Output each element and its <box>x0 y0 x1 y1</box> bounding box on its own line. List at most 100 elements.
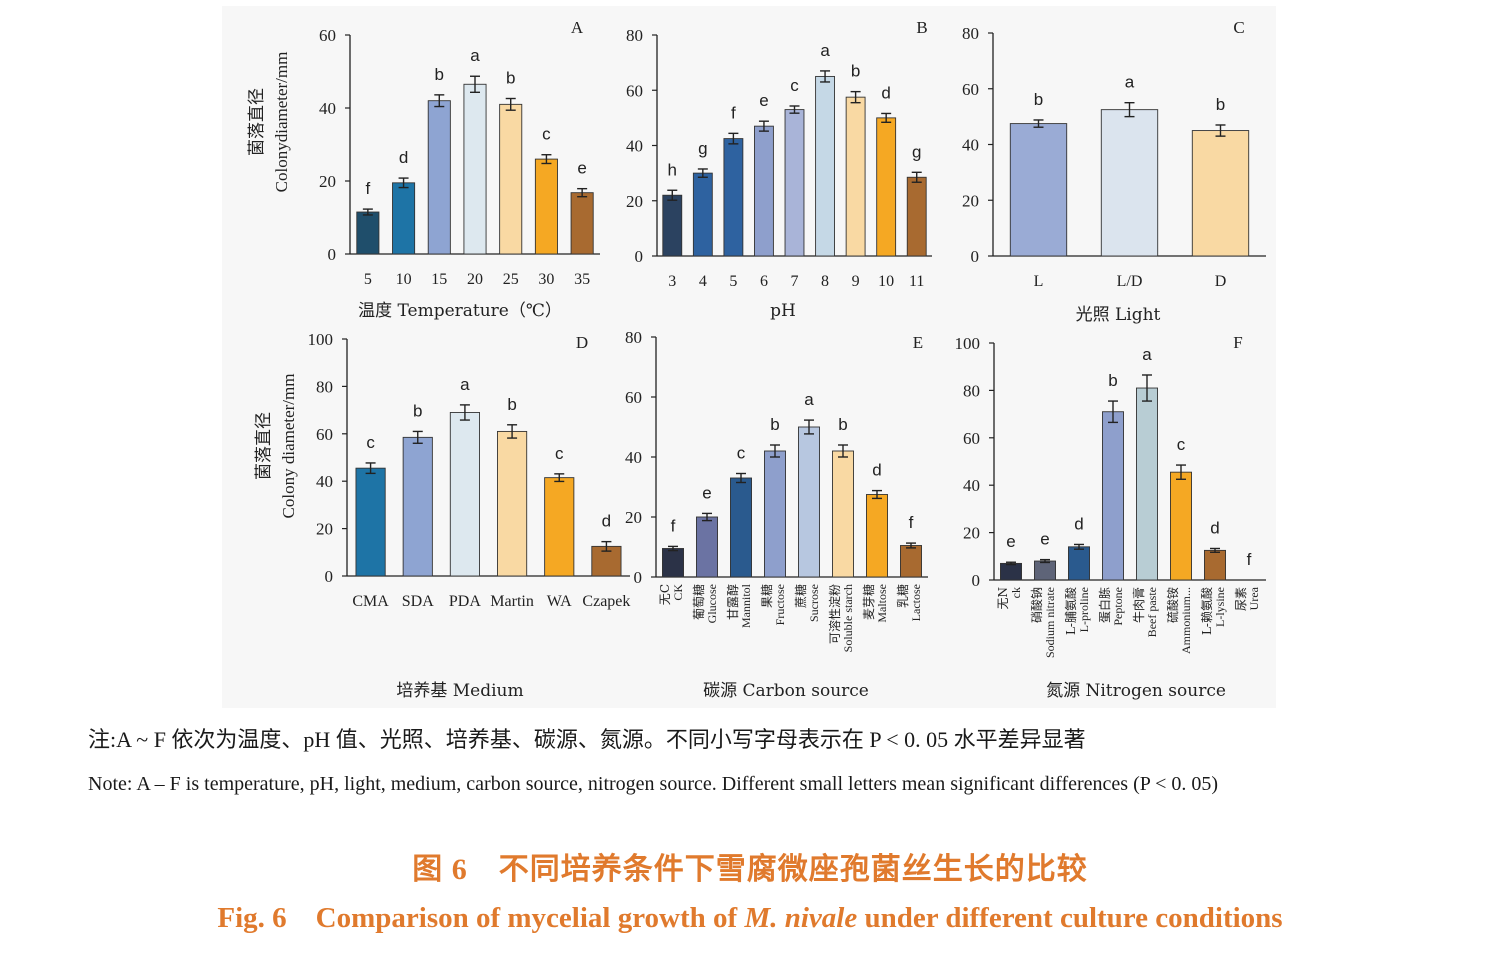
y-tick-label: 0 <box>325 567 334 586</box>
caption-en-species: M. nivale <box>744 902 858 934</box>
significance-letter: d <box>602 512 611 531</box>
bar <box>900 545 922 578</box>
bar <box>402 436 433 577</box>
x-tick-label-zh: L-脯氨酸 <box>1063 587 1078 635</box>
panel-d: 0 20 40 60 80 100 Dc CMA b SDA a PDA b Martin c WA d Czap… <box>254 330 630 701</box>
significance-letter: d <box>1210 518 1219 537</box>
significance-letter: f <box>731 103 736 122</box>
bar <box>906 176 927 257</box>
significance-letter: c <box>1177 435 1186 454</box>
bar <box>815 75 835 257</box>
significance-letter: e <box>577 159 586 178</box>
y-tick-label: 0 <box>971 247 980 266</box>
y-tick-label: 40 <box>962 136 979 155</box>
panel-letter: E <box>913 333 923 352</box>
significance-letter: b <box>1034 90 1043 109</box>
y-tick-label: 80 <box>316 377 333 396</box>
bar <box>764 450 786 578</box>
significance-letter: a <box>820 41 830 60</box>
bar <box>1009 123 1068 257</box>
x-tick-label-en: Sucrose <box>807 584 821 622</box>
bar <box>392 182 416 255</box>
bar <box>662 548 684 578</box>
significance-letter: b <box>838 415 847 434</box>
bar <box>1102 411 1124 581</box>
x-tick-label-zh: 麦芽糖 <box>861 584 876 620</box>
x-tick-label: WA <box>547 593 572 610</box>
x-tick-label: 5 <box>364 271 372 288</box>
x-tick-label: PDA <box>449 593 481 610</box>
x-tick-label-zh: 果糖 <box>759 584 774 608</box>
panel-a: 0 20 40 60 Af 5 d 10 b 15 a 20 b 25 c 30 e 35 温度 Temperatu… <box>247 18 600 321</box>
x-tick-label: 9 <box>852 273 860 290</box>
x-tick-label: 5 <box>729 273 737 290</box>
bar <box>1136 387 1158 581</box>
y-tick-label: 80 <box>625 328 642 347</box>
significance-letter: e <box>1006 532 1015 551</box>
bar <box>1034 560 1056 581</box>
bar <box>692 172 713 257</box>
x-tick-label: Martin <box>490 593 534 610</box>
bar <box>866 494 888 578</box>
bar <box>754 125 774 257</box>
panel-letter: A <box>571 18 584 37</box>
x-tick-label: 11 <box>909 273 924 290</box>
x-tick-label: Czapek <box>582 593 630 610</box>
panel-letter: D <box>576 333 588 352</box>
y-axis-label-zh: 菌落直径 <box>247 88 267 156</box>
figure-caption-english: Fig. 6 Comparison of mycelial growth of … <box>0 894 1500 936</box>
y-tick-label: 40 <box>625 448 642 467</box>
y-tick-label: 100 <box>955 334 981 353</box>
bar <box>798 426 820 578</box>
bar <box>570 192 594 255</box>
significance-letter: f <box>1247 550 1252 569</box>
y-axis-label-en: Colonydiameter/mm <box>272 52 291 193</box>
bar <box>355 467 386 577</box>
x-tick-label-zh: 尿素 <box>1234 587 1248 611</box>
x-axis-label: 培养基 Medium <box>396 681 523 701</box>
x-tick-label: 25 <box>503 271 519 288</box>
x-tick-label-zh: 硝酸钠 <box>1029 587 1044 623</box>
x-tick-label-en: Beef paste <box>1145 587 1159 637</box>
x-tick-label-zh: 甘露醇 <box>725 584 740 620</box>
significance-letter: b <box>506 69 515 88</box>
significance-letter: a <box>804 390 814 409</box>
significance-letter: g <box>912 142 921 161</box>
y-tick-label: 80 <box>626 26 643 45</box>
bar <box>534 158 558 255</box>
y-tick-label: 100 <box>308 330 334 349</box>
significance-letter: f <box>909 513 914 532</box>
significance-letter: b <box>1108 371 1117 390</box>
significance-letter: e <box>1040 530 1049 549</box>
significance-letter: b <box>851 62 860 81</box>
x-tick-label-zh: 牛肉膏 <box>1131 587 1146 623</box>
panel-e: 0 20 40 60 80 Ef 无C CK e 葡萄糖 Glucose c 甘露醇 Mannitol b 果… <box>625 328 928 701</box>
y-tick-label: 60 <box>963 429 980 448</box>
significance-letter: f <box>671 516 676 535</box>
x-tick-label: D <box>1215 273 1227 290</box>
x-axis-label: 温度 Temperature（℃） <box>358 301 562 321</box>
bar <box>723 138 744 257</box>
x-tick-label-zh: 可溶性淀粉 <box>827 584 842 644</box>
x-axis-label: 光照 Light <box>1076 305 1161 325</box>
significance-letter: b <box>1216 95 1225 114</box>
bar <box>730 477 752 578</box>
significance-letter: c <box>366 433 375 452</box>
y-tick-label: 80 <box>962 24 979 43</box>
x-tick-label-en: Maltose <box>875 584 889 623</box>
x-tick-label: 30 <box>538 271 554 288</box>
bar <box>1204 549 1226 581</box>
significance-letter: a <box>460 375 470 394</box>
significance-letter: e <box>702 483 711 502</box>
bar <box>784 109 805 257</box>
significance-letter: b <box>413 401 422 420</box>
bar <box>845 96 866 257</box>
y-tick-label: 0 <box>635 247 644 266</box>
y-axis-label-en: Colony diameter/mm <box>279 374 298 519</box>
x-tick-label: L <box>1034 273 1044 290</box>
y-tick-label: 60 <box>626 81 643 100</box>
bar <box>449 412 480 577</box>
x-tick-label-zh: 乳糖 <box>895 584 910 608</box>
x-tick-label-zh: L-赖氨酸 <box>1199 587 1214 635</box>
y-tick-label: 40 <box>963 476 980 495</box>
